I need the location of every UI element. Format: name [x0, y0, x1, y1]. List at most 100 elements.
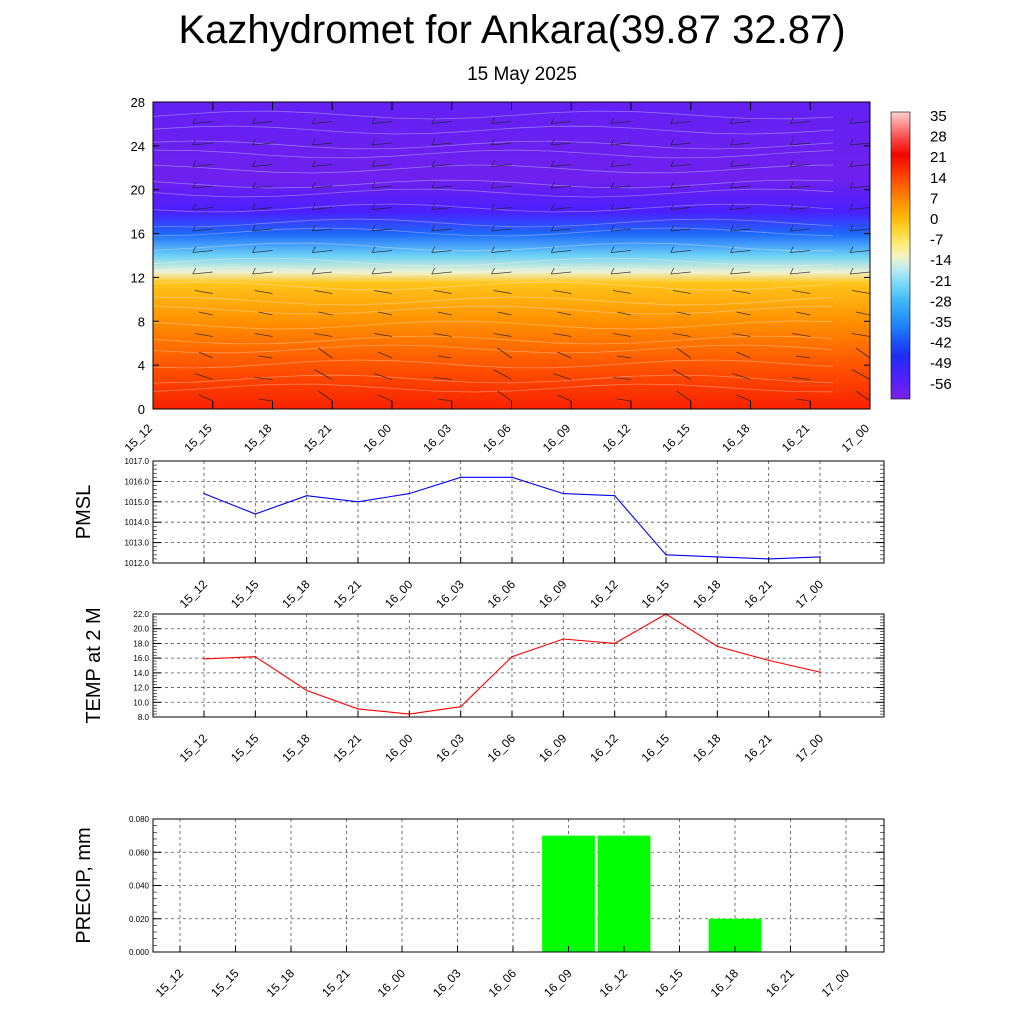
wind-barb [493, 290, 512, 294]
wind-barb-flag [670, 203, 675, 210]
wind-barb-flag [311, 203, 316, 210]
x-tick-label: 16_03 [430, 966, 464, 1000]
y-tick-label: 20.0 [133, 625, 149, 634]
wind-barb [153, 400, 154, 401]
y-tick-label: 16.0 [133, 654, 149, 663]
wind-barb-flag [311, 267, 316, 275]
isotherm-line [153, 374, 834, 384]
wind-barb [796, 355, 811, 359]
wind-barb-flag [789, 224, 794, 232]
isotherm-line [153, 149, 834, 159]
wind-barb-flag [491, 203, 495, 210]
wind-barb [194, 373, 213, 380]
wind-barb [851, 290, 870, 294]
wind-barb-flag [550, 138, 555, 146]
wind-barb [431, 228, 452, 232]
wind-barb [612, 333, 632, 337]
wind-barb-flag [730, 203, 734, 210]
wind-barb-flag [730, 224, 734, 232]
wind-barb-flag [491, 117, 495, 124]
wind-barb [431, 207, 452, 210]
colorbar-label: 14 [930, 170, 947, 187]
wind-barb [314, 333, 333, 337]
y-axis-title: PMSL [73, 485, 95, 539]
y-tick-label: 1016.0 [125, 477, 150, 486]
colorbar-label: 21 [930, 149, 947, 166]
wind-barb-flag [192, 246, 197, 253]
x-tick-label: 15_21 [319, 966, 353, 1000]
wind-barb-flag [311, 160, 316, 167]
wind-barb [497, 347, 512, 359]
colorbar-label: -14 [930, 252, 952, 269]
x-tick-label: 16_03 [433, 577, 467, 611]
isotherm-line [153, 188, 834, 198]
wind-barb [491, 228, 512, 232]
wind-barb-flag [311, 138, 316, 146]
wind-barb [610, 142, 632, 146]
x-tick-label: 16_00 [361, 421, 395, 455]
x-tick-label: 15_21 [331, 577, 365, 611]
wind-barb [551, 228, 572, 232]
pmsl-point [665, 554, 667, 556]
wind-barb [790, 185, 811, 189]
x-tick-label: 15_15 [228, 577, 262, 611]
x-tick-label: 16_06 [480, 421, 514, 455]
wind-barb [437, 311, 452, 316]
wind-barb [790, 250, 811, 253]
panel-frame [152, 818, 885, 953]
precip-chart: 0.000 0.020 0.040 0.060 0.080 15_12 15_15 15_18… [73, 815, 885, 1000]
isotherm-lines [153, 110, 834, 393]
colorbar-label: -49 [930, 355, 952, 372]
wind-barb-flag [789, 138, 794, 146]
wind-barb [373, 290, 393, 294]
wind-barb [796, 311, 811, 316]
x-tick-label: 15_18 [279, 731, 313, 765]
wind-barb [371, 142, 393, 146]
wind-barb [194, 333, 213, 337]
y-tick-label: 8.0 [138, 713, 150, 722]
wind-barb-flag [550, 160, 555, 167]
wind-barb [672, 290, 691, 294]
wind-barb-flag [371, 138, 376, 146]
wind-barb [790, 164, 811, 167]
wind-barb-flag [849, 267, 854, 275]
wind-barb [252, 121, 273, 124]
x-tick-label: 16_18 [690, 577, 724, 611]
wind-barb-flag [610, 267, 615, 275]
y-tick-label: 10.0 [133, 698, 149, 707]
wind-barb [314, 290, 333, 294]
y-axis-title: PRECIP, mm [73, 827, 95, 943]
pmsl-point [203, 492, 205, 495]
temp-point [511, 655, 513, 658]
wind-barb-flag [670, 181, 675, 189]
isotherm-line [153, 218, 834, 228]
wind-barb [377, 311, 393, 316]
wind-barb [610, 228, 632, 232]
wind-barb [433, 290, 452, 294]
wind-barb-flag [849, 246, 854, 253]
cross-section-panel: 0 4 8 12 16 20 24 28 15_12 15_15 15_18 15_21 16_00 1… [122, 95, 873, 455]
x-tick-label: 15_21 [331, 731, 365, 765]
x-tick-label: 15_12 [153, 966, 187, 1000]
wind-barb-flag [431, 138, 436, 146]
x-tick-label: 15_18 [241, 421, 275, 455]
wind-barb [849, 271, 870, 275]
y-tick-label: 0 [138, 402, 145, 417]
wind-barb [670, 228, 691, 232]
wind-barb [433, 377, 452, 380]
wind-barb [551, 121, 572, 124]
x-tick-label: 15_18 [264, 966, 298, 1000]
wind-barb-flag [550, 224, 555, 232]
wind-barb-flag [491, 138, 495, 146]
wind-barb [252, 250, 273, 253]
wind-barb [433, 333, 452, 337]
wind-barb [616, 311, 632, 316]
wind-barb [437, 355, 452, 359]
wind-barb-flag [849, 117, 854, 124]
wind-barb [431, 121, 452, 124]
x-tick-label: 16_03 [420, 421, 454, 455]
wind-barb [252, 228, 273, 232]
wind-barb [676, 347, 691, 359]
y-tick-label: 0.080 [129, 815, 150, 824]
y-tick-label: 8 [138, 314, 145, 329]
